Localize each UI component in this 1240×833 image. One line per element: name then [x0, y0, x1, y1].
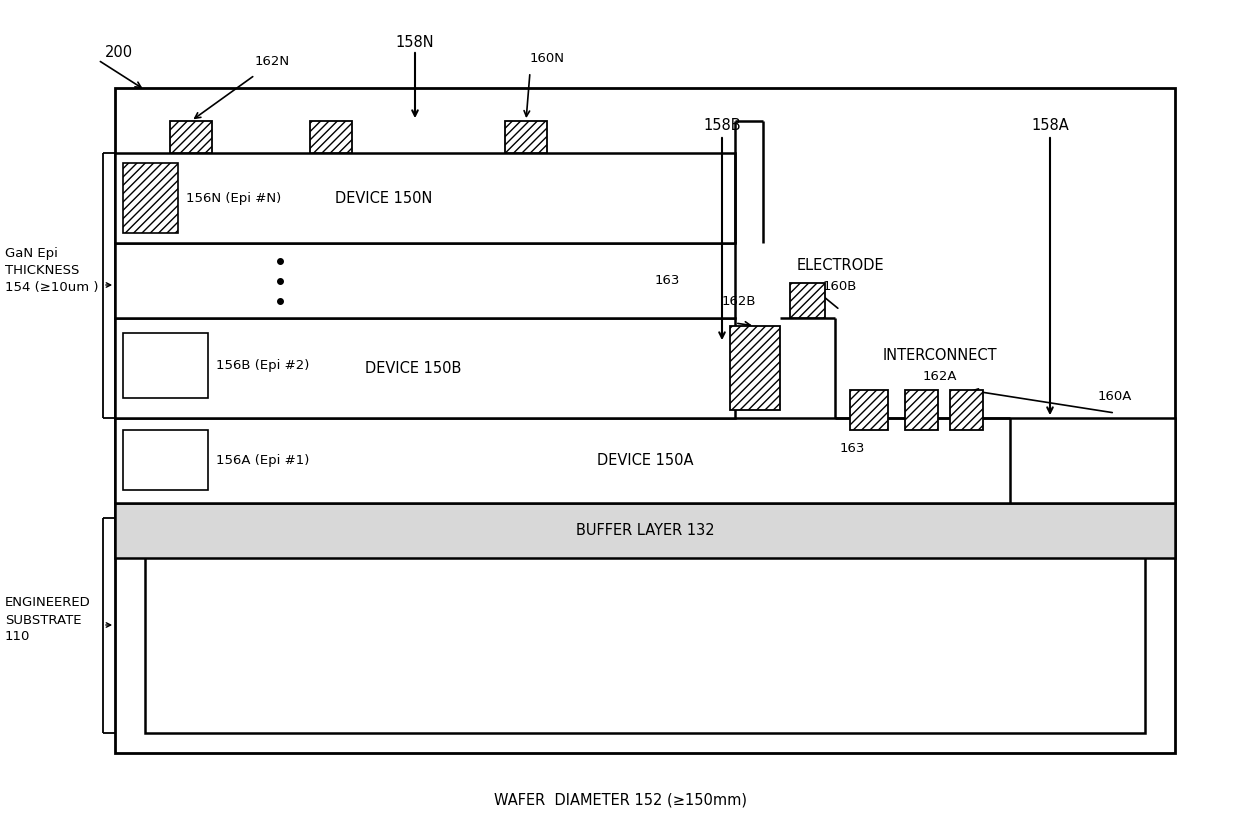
Bar — [905, 390, 937, 430]
Text: 160A: 160A — [1097, 390, 1132, 403]
Text: 162N: 162N — [255, 55, 290, 68]
Bar — [849, 390, 888, 430]
Text: 156B (Epi #2): 156B (Epi #2) — [216, 359, 309, 372]
Text: 200: 200 — [105, 44, 133, 59]
Text: DEVICE 150B: DEVICE 150B — [365, 361, 461, 376]
Text: ELECTRODE: ELECTRODE — [796, 258, 884, 273]
Text: WAFER  DIAMETER 152 (≥150mm): WAFER DIAMETER 152 (≥150mm) — [494, 792, 746, 807]
Text: 160N: 160N — [529, 52, 565, 65]
Bar — [115, 153, 735, 243]
Text: 158A: 158A — [1032, 118, 1069, 133]
Text: 158N: 158N — [396, 35, 434, 50]
Text: 158B: 158B — [703, 118, 740, 133]
Bar — [115, 318, 735, 418]
Text: ENGINEERED
SUBSTRATE
110: ENGINEERED SUBSTRATE 110 — [5, 596, 91, 644]
Bar — [115, 88, 1176, 753]
Text: 163: 163 — [839, 441, 866, 455]
Text: 162A: 162A — [923, 370, 957, 383]
Text: GaN Epi
THICKNESS
154 (≥10um ): GaN Epi THICKNESS 154 (≥10um ) — [5, 247, 98, 293]
Text: 156N (Epi #N): 156N (Epi #N) — [186, 192, 281, 204]
Text: BUFFER LAYER 132: BUFFER LAYER 132 — [575, 523, 714, 538]
Bar — [505, 121, 547, 153]
Text: 162B: 162B — [722, 295, 756, 308]
Bar — [115, 503, 1176, 558]
Text: DEVICE 150A: DEVICE 150A — [596, 453, 693, 468]
Bar — [115, 243, 735, 318]
Text: DEVICE 150N: DEVICE 150N — [335, 191, 433, 206]
Bar — [123, 430, 208, 490]
Bar — [790, 283, 825, 318]
Bar — [310, 121, 352, 153]
Bar — [123, 333, 208, 398]
Bar — [115, 418, 1176, 503]
Text: 163: 163 — [655, 274, 681, 287]
Text: INTERCONNECT: INTERCONNECT — [883, 348, 997, 363]
Bar — [123, 163, 179, 233]
Text: 160B: 160B — [823, 280, 857, 293]
Bar — [730, 326, 780, 410]
Bar — [950, 390, 983, 430]
Bar — [145, 518, 1145, 733]
Text: 156A (Epi #1): 156A (Epi #1) — [216, 453, 309, 466]
Bar — [170, 121, 212, 153]
